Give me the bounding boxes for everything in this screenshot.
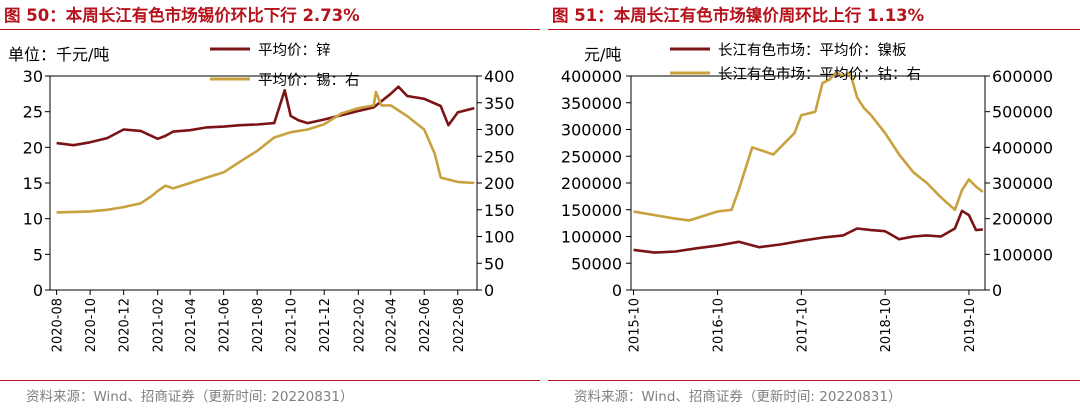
y-right-tick-label: 400000 (992, 138, 1053, 157)
x-tick-label: 2022-08 (452, 298, 467, 352)
x-tick-label: 2022-06 (418, 298, 433, 352)
chart-panel-tin: 图 50：本周长江有色市场锡价环比下行 2.73% 0 5 10 15 20 25 30 0 5… (0, 6, 540, 405)
source-note: 资料来源：Wind、招商证券（更新时间: 20220831） (26, 389, 354, 405)
y-right-tick-label: 50 (484, 254, 504, 273)
y-right-tick-label: 400 (484, 67, 515, 86)
y-left-tick-label: 300000 (561, 121, 622, 140)
y-left-tick-label: 50000 (571, 254, 622, 273)
y-right-tick-label: 100000 (992, 245, 1053, 264)
series-line (633, 71, 984, 222)
y-right-tick-label: 500000 (992, 103, 1053, 122)
legend-label: 平均价：锌 (258, 42, 331, 59)
y-left-tick-label: 0 (612, 281, 622, 300)
y-left-tick-label: 10 (23, 210, 43, 229)
y-right-tick-label: 150 (484, 201, 515, 220)
series-line (56, 85, 475, 147)
x-tick-label: 2016-10 (712, 298, 727, 352)
source-divider (0, 380, 540, 381)
y-left-tick-label: 15 (23, 174, 43, 193)
y-right-tick-label: 100 (484, 228, 515, 247)
tin-chart: 0510152025300501001502002503003504002020… (8, 42, 515, 352)
x-tick-label: 2017-10 (795, 298, 810, 352)
x-tick-label: 2019-10 (963, 298, 978, 352)
x-tick-label: 2021-10 (285, 298, 300, 352)
y-right-tick-label: 200000 (992, 210, 1053, 229)
chart-panel-nickel: 图 51：本周长江有色市场镍价周环比上行 1.13% 0 50000 100000 1… (548, 0, 1080, 413)
y-right-tick-label: 300 (484, 121, 515, 140)
y-left-tick-label: 250000 (561, 147, 622, 166)
y-left-tick-label: 100000 (561, 228, 622, 247)
figure-title: 图 50：本周长江有色市场锡价环比下行 2.73% (4, 6, 360, 25)
source-divider (548, 380, 1080, 381)
y-right-tick-label: 0 (992, 281, 1002, 300)
plot-frame (49, 75, 478, 291)
series-line (56, 90, 475, 214)
title-divider (548, 29, 1080, 30)
y-left-tick-label: 0 (33, 281, 43, 300)
x-tick-label: 2020-10 (84, 298, 99, 352)
y-right-tick-label: 300000 (992, 174, 1053, 193)
nickel-chart: 0 50000 100000 150000 200000 250000 300000 3500… (561, 41, 1053, 352)
x-tick-label: 2020-08 (51, 298, 66, 352)
title-divider (0, 29, 540, 30)
x-tick-label: 2022-02 (352, 298, 367, 352)
x-tick-label: 2015-10 (628, 298, 643, 352)
legend-label: 长江有色市场：平均价：镍板 (718, 41, 907, 59)
legend-label: 长江有色市场：平均价：钴：右 (718, 66, 921, 83)
figure-title: 图 51：本周长江有色市场镍价周环比上行 1.13% (552, 6, 925, 25)
y-axis-unit-label: 单位：千元/吨 (8, 45, 109, 64)
x-tick-label: 2020-12 (118, 298, 133, 352)
y-left-tick-label: 200000 (561, 174, 622, 193)
y-left-tick-label: 400000 (561, 67, 622, 86)
y-right-tick-label: 200 (484, 174, 515, 193)
legend-label: 平均价：锡：右 (258, 72, 360, 89)
y-left-tick-label: 20 (23, 138, 43, 157)
y-right-tick-label: 0 (484, 281, 494, 300)
y-right-tick-label: 250 (484, 147, 515, 166)
x-tick-label: 2021-06 (218, 298, 233, 352)
y-left-tick-label: 30 (23, 67, 43, 86)
y-axis-unit-label: 元/吨 (584, 45, 621, 64)
x-tick-label: 2018-10 (879, 298, 894, 352)
y-right-tick-label: 350 (484, 94, 515, 113)
y-left-tick-label: 5 (33, 245, 43, 264)
x-tick-label: 2021-08 (251, 298, 266, 352)
y-right-tick-label: 600000 (992, 67, 1053, 86)
series-line (633, 209, 984, 254)
x-tick-label: 2022-04 (385, 298, 400, 352)
x-tick-label: 2021-02 (152, 298, 167, 352)
x-tick-label: 2021-04 (184, 298, 199, 352)
y-left-tick-label: 25 (23, 103, 43, 122)
y-left-tick-label: 150000 (561, 201, 622, 220)
plot-frame (630, 75, 986, 291)
x-tick-label: 2021-12 (318, 298, 333, 352)
source-note: 资料来源：Wind、招商证券（更新时间: 20220831） (574, 389, 902, 405)
y-left-tick-label: 350000 (561, 94, 622, 113)
